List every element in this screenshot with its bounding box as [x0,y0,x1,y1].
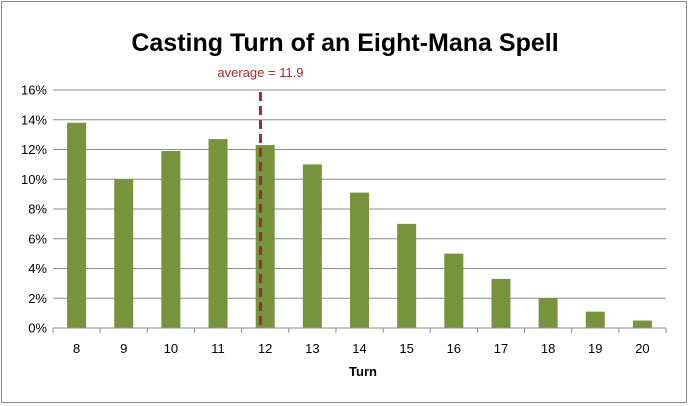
chart-title: Casting Turn of an Eight-Mana Spell [131,29,558,57]
bar-turn-11 [208,139,228,328]
bar-turn-13 [302,164,322,328]
x-tick-label: 11 [211,341,225,356]
y-tick-label: 8% [28,202,47,217]
bar-turn-14 [350,192,369,328]
bars [67,122,652,328]
y-tick-label: 0% [28,321,47,336]
y-tick-label: 2% [28,291,47,306]
bar-turn-16 [444,253,464,328]
bar-turn-12 [255,145,275,328]
x-tick-label: 9 [120,341,127,356]
x-tick-label: 20 [635,341,649,356]
x-tick-label: 18 [541,341,555,356]
bar-turn-20 [632,320,652,328]
x-tick-label: 12 [258,341,272,356]
x-axis-ticks: 8 9 10 11 12 13 14 15 16 17 18 19 20 [52,327,667,356]
bar-turn-17 [491,278,511,328]
average-annotation: average = 11.9 [217,65,304,328]
y-tick-label: 4% [28,261,47,276]
x-tick-label: 13 [305,341,319,356]
bar-turn-8 [67,122,87,328]
x-tick-label: 8 [73,341,80,356]
x-tick-label: 19 [588,341,602,356]
y-tick-label: 12% [21,142,47,157]
bar-turn-18 [538,298,558,328]
y-tick-label: 16% [21,83,47,98]
x-tick-label: 10 [164,341,178,356]
x-tick-label: 14 [352,341,366,356]
bar-turn-9 [114,179,134,328]
y-tick-label: 10% [21,172,47,187]
x-tick-label: 16 [447,341,461,356]
bar-turn-15 [397,223,417,328]
x-tick-label: 17 [494,341,508,356]
bar-turn-19 [585,311,605,328]
x-tick-label: 15 [399,341,413,356]
y-tick-label: 14% [21,112,47,127]
y-tick-label: 6% [28,231,47,246]
average-label: average = 11.9 [217,65,303,80]
y-axis-ticks: 0% 2% 4% 6% 8% 10% 12% 14% 16% [21,83,47,336]
bar-turn-10 [161,150,181,328]
x-axis-title: Turn [349,364,377,379]
